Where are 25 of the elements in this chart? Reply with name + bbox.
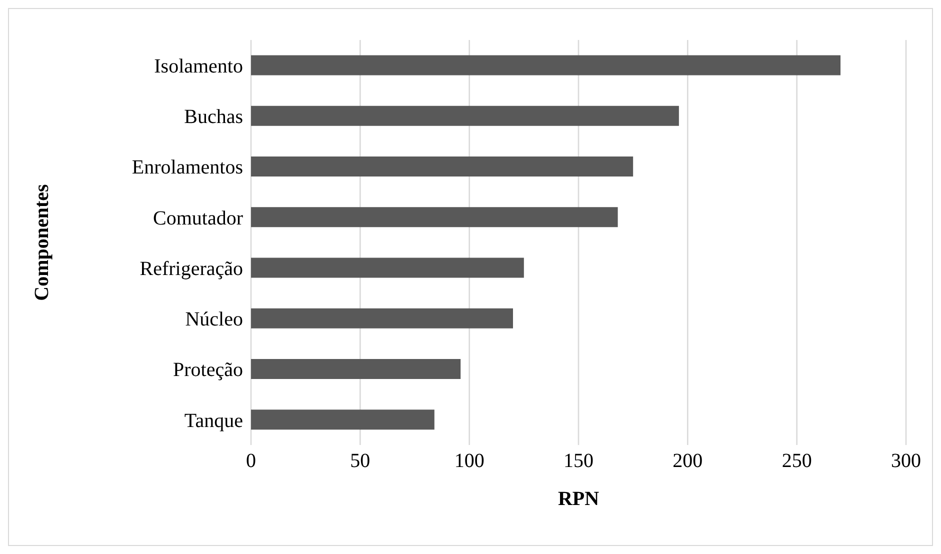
bar bbox=[251, 207, 618, 228]
x-tick-label: 100 bbox=[454, 450, 484, 472]
bar bbox=[251, 410, 434, 430]
y-tick-label: Isolamento bbox=[154, 55, 243, 78]
bar bbox=[251, 55, 840, 76]
y-tick-label: Proteção bbox=[173, 359, 243, 382]
x-tick-label: 0 bbox=[246, 450, 256, 472]
x-tick-label: 200 bbox=[672, 450, 703, 472]
y-tick-label: Buchas bbox=[184, 106, 244, 128]
x-tick-label: 250 bbox=[782, 450, 812, 472]
x-axis-title: RPN bbox=[558, 488, 600, 510]
y-tick-label: Enrolamentos bbox=[132, 156, 244, 179]
y-tick-label: Comutador bbox=[153, 207, 244, 230]
x-tick-label: 50 bbox=[350, 450, 370, 472]
x-tick-label: 300 bbox=[891, 450, 921, 472]
y-tick-label: Refrigeração bbox=[140, 258, 243, 280]
bar bbox=[251, 106, 679, 126]
bar bbox=[251, 156, 634, 176]
x-tick-label: 150 bbox=[564, 450, 594, 472]
y-axis-title: Componentes bbox=[31, 184, 54, 301]
bar bbox=[251, 308, 513, 328]
bar bbox=[251, 358, 461, 379]
y-tick-label: Tanque bbox=[184, 410, 244, 432]
y-tick-label: Núcleo bbox=[185, 308, 243, 331]
bar bbox=[251, 258, 524, 278]
